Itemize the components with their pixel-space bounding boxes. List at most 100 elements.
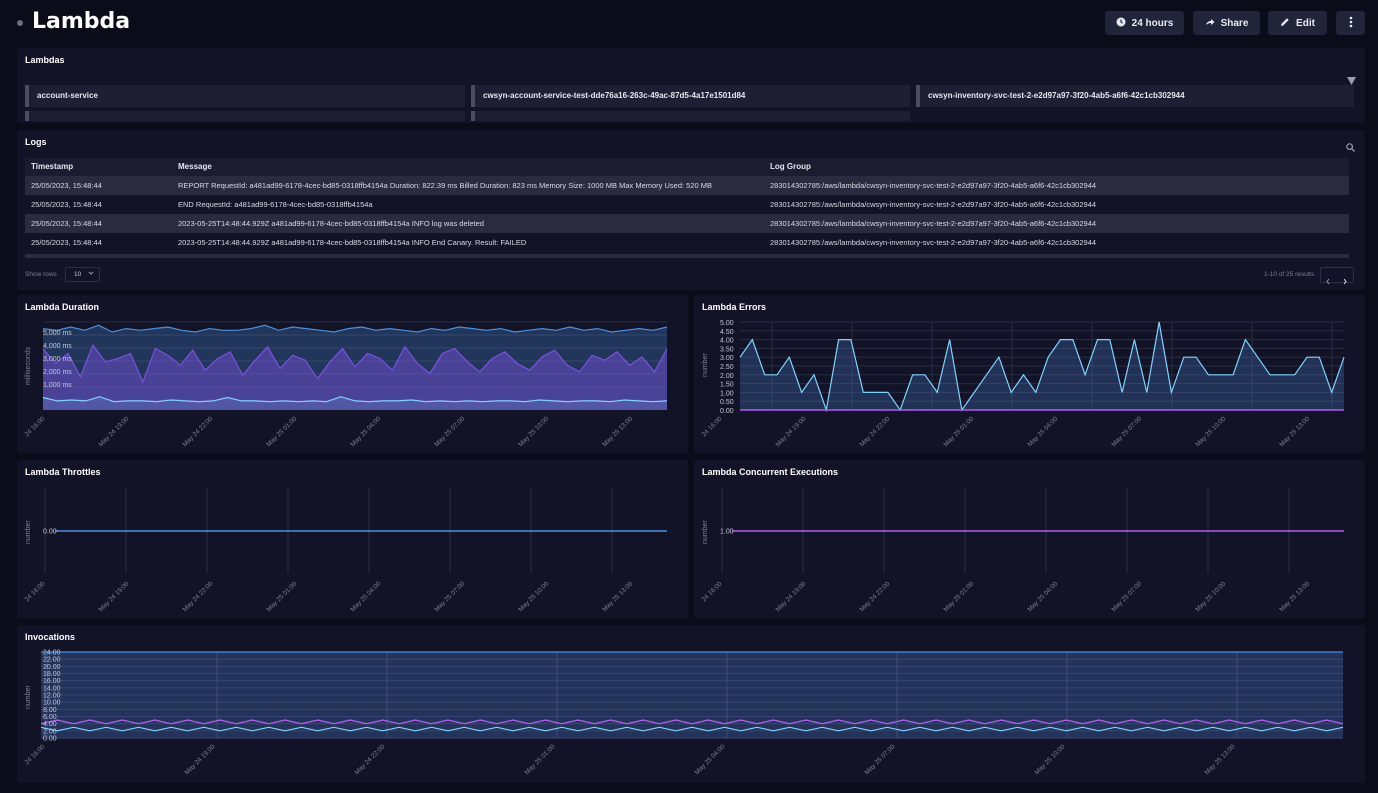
- logs-table-header: Timestamp Message Log Group: [25, 158, 1349, 176]
- rows-select-value: 10: [74, 271, 82, 278]
- x-tick-label: May 25 01:00: [266, 415, 299, 448]
- lambda-item[interactable]: account-service: [25, 85, 465, 107]
- pagination-results: 1-10 of 25 results: [1264, 271, 1315, 278]
- log-timestamp: 25/05/2023, 15:48:44: [31, 200, 102, 209]
- x-tick-label: May 25 04:00: [349, 415, 382, 448]
- x-tick-label: May 25 01:00: [943, 580, 976, 613]
- invocations-chart[interactable]: 24.0022.0020.0018.0016.0014.0012.0010.00…: [17, 625, 1365, 783]
- logs-panel: Logs Timestamp Message Log Group 25/05/2…: [17, 130, 1365, 290]
- x-tick-label: May 25 10:00: [517, 415, 550, 448]
- table-scrollbar[interactable]: [25, 254, 1349, 258]
- log-message: REPORT RequestId: a481ad99-6178-4cec-bd8…: [178, 181, 713, 190]
- chart-title: Lambda Throttles: [25, 467, 101, 477]
- y-tick-label: 2.00: [720, 373, 734, 380]
- page-title: Lambda: [32, 9, 131, 34]
- column-header[interactable]: Log Group: [770, 162, 811, 171]
- x-tick-label: May 25 01:00: [524, 743, 557, 776]
- share-button[interactable]: Share: [1193, 11, 1260, 35]
- lambdas-panel: Lambdas account-service cwsyn-account-se…: [17, 48, 1365, 123]
- throttles-chart[interactable]: 0.00 24 16:00 May 24 19:00 May 24 22:00 May …: [17, 460, 688, 618]
- invocations-panel: Invocations number 24.00 22.00 20.00 18.00 1…: [17, 625, 1365, 783]
- time-range-button[interactable]: 24 hours: [1105, 11, 1184, 35]
- lambda-item-clipped[interactable]: [25, 111, 465, 121]
- edit-label: Edit: [1296, 17, 1315, 29]
- kebab-icon: [1349, 16, 1353, 31]
- log-message: 2023-05-25T14:48:44.929Z a481ad99-6178-4…: [178, 219, 484, 228]
- x-tick-label: May 24 22:00: [182, 580, 215, 613]
- y-tick-label: 0.00: [43, 529, 57, 536]
- y-tick-label: 0.50: [720, 399, 734, 406]
- x-tick-label: May 25 04:00: [1026, 415, 1059, 448]
- filter-icon[interactable]: [1347, 72, 1356, 90]
- table-row[interactable]: 25/05/2023, 15:48:44 REPORT RequestId: a…: [25, 176, 1349, 195]
- lambdas-title: Lambdas: [25, 55, 65, 65]
- series-area: [43, 396, 667, 410]
- x-tick-label: May 24 19:00: [98, 415, 131, 448]
- x-tick-label: May 25 07:00: [1110, 415, 1143, 448]
- x-tick-label: May 25 13:00: [601, 580, 634, 613]
- y-tick-label: 2.00: [43, 728, 57, 735]
- table-row[interactable]: 25/05/2023, 15:48:44 END RequestId: a481…: [25, 195, 1349, 214]
- log-timestamp: 25/05/2023, 15:48:44: [31, 181, 102, 190]
- x-tick-label: May 25 13:00: [1278, 580, 1311, 613]
- more-options-button[interactable]: [1336, 11, 1365, 35]
- duration-chart[interactable]: 5,000 ms 4,000 ms 3,000 ms 2,000 ms 1,000 ms…: [17, 295, 688, 453]
- x-tick-label: May 25 10:00: [517, 580, 550, 613]
- log-group: 283014302785:/aws/lambda/cwsyn-inventory…: [770, 181, 1097, 190]
- series-area: [740, 322, 1344, 410]
- y-tick-label: 0.00: [43, 736, 57, 743]
- x-tick-label: May 24 22:00: [859, 580, 892, 613]
- y-tick-label: 4,000 ms: [43, 343, 72, 350]
- dashboard-header: Lambda 24 hours Share Edit: [0, 0, 1378, 44]
- x-tick-label: 24 16:00: [701, 580, 724, 603]
- x-tick-label: May 25 13:00: [1204, 743, 1237, 776]
- lambda-item[interactable]: cwsyn-inventory-svc-test-2-e2d97a97-3f20…: [916, 85, 1354, 107]
- share-icon: [1205, 17, 1215, 30]
- share-label: Share: [1220, 17, 1249, 29]
- concurrent-executions-chart[interactable]: 1.00 24 16:00 May 24 19:00 May 24 22:00 May …: [694, 460, 1365, 618]
- y-tick-label: 8.00: [43, 707, 57, 714]
- y-tick-label: 4.50: [720, 329, 734, 336]
- column-header[interactable]: Message: [178, 162, 212, 171]
- y-tick-label: 5.00: [720, 320, 734, 327]
- edit-button[interactable]: Edit: [1268, 11, 1327, 35]
- x-tick-label: May 25 04:00: [349, 580, 382, 613]
- log-group: 283014302785:/aws/lambda/cwsyn-inventory…: [770, 219, 1097, 228]
- chevron-right-icon[interactable]: [1342, 272, 1348, 290]
- column-header[interactable]: Timestamp: [31, 162, 74, 171]
- errors-chart[interactable]: 5.00 4.50 4.003.50 3.00 2.50 2.00 1.501.00 0.50…: [694, 295, 1365, 453]
- chart-title: Invocations: [25, 632, 76, 642]
- status-dot: [17, 20, 23, 26]
- y-tick-label: 22.00: [43, 657, 61, 664]
- y-tick-label: 3.00: [720, 355, 734, 362]
- x-tick-label: May 25 07:00: [864, 743, 897, 776]
- table-row[interactable]: 25/05/2023, 15:48:44 2023-05-25T14:48:44…: [25, 214, 1349, 233]
- x-tick-label: May 24 22:00: [354, 743, 387, 776]
- log-group: 283014302785:/aws/lambda/cwsyn-inventory…: [770, 238, 1097, 247]
- lambda-throttles-panel: Lambda Throttles number 0.00 24 16:00 May …: [17, 460, 688, 618]
- table-row[interactable]: 25/05/2023, 15:48:44 2023-05-25T14:48:44…: [25, 233, 1349, 252]
- x-tick-label: May 25 10:00: [1194, 580, 1227, 613]
- x-tick-label: May 25 13:00: [1278, 415, 1311, 448]
- lambda-item-clipped[interactable]: [471, 111, 910, 121]
- x-tick-label: 24 16:00: [24, 743, 47, 766]
- rows-select[interactable]: 10: [65, 267, 100, 282]
- y-tick-label: 10.00: [43, 700, 61, 707]
- time-range-label: 24 hours: [1131, 17, 1174, 29]
- lambda-concurrent-executions-panel: Lambda Concurrent Executions number 1.00…: [694, 460, 1365, 618]
- y-tick-label: 4.00: [43, 721, 57, 728]
- lambda-duration-panel: Lambda Duration milliseconds 5,000 ms 4,0…: [17, 295, 688, 453]
- search-icon[interactable]: [1346, 139, 1355, 157]
- chart-title: Lambda Errors: [702, 302, 767, 312]
- y-tick-label: 1.50: [720, 382, 734, 389]
- y-tick-label: 2,000 ms: [43, 369, 72, 376]
- log-message: 2023-05-25T14:48:44.929Z a481ad99-6178-4…: [178, 238, 527, 247]
- clock-icon: [1116, 17, 1126, 30]
- lambda-item[interactable]: cwsyn-account-service-test-dde76a16-263c…: [471, 85, 910, 107]
- x-tick-label: May 24 19:00: [775, 580, 808, 613]
- series-line: [739, 321, 1345, 413]
- y-tick-label: 1.00: [720, 529, 734, 536]
- chevron-left-icon[interactable]: [1325, 272, 1331, 290]
- show-rows-label: Show rows: [25, 271, 57, 278]
- x-tick-label: 24 16:00: [24, 415, 47, 438]
